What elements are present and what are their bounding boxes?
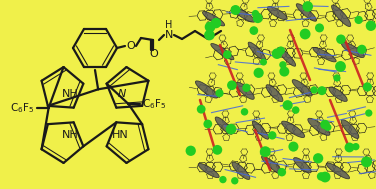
Circle shape	[211, 18, 221, 28]
Circle shape	[279, 61, 287, 68]
Circle shape	[320, 172, 331, 182]
Ellipse shape	[332, 5, 351, 26]
Text: NH: NH	[62, 89, 78, 99]
Ellipse shape	[232, 7, 255, 22]
Text: HN: HN	[112, 130, 128, 140]
Circle shape	[317, 86, 326, 95]
Circle shape	[361, 156, 372, 167]
Circle shape	[320, 120, 330, 129]
Text: $\mathregular{C_6F_5}$: $\mathregular{C_6F_5}$	[143, 97, 167, 111]
Circle shape	[212, 145, 222, 155]
Ellipse shape	[308, 118, 330, 135]
Circle shape	[288, 142, 299, 152]
Circle shape	[282, 100, 293, 110]
Circle shape	[231, 177, 238, 184]
Ellipse shape	[329, 87, 347, 101]
Circle shape	[357, 45, 367, 54]
Circle shape	[260, 146, 271, 157]
Circle shape	[366, 21, 376, 31]
Circle shape	[292, 106, 299, 114]
Circle shape	[268, 131, 276, 139]
Ellipse shape	[252, 121, 269, 139]
Circle shape	[313, 153, 323, 163]
Circle shape	[252, 10, 259, 17]
Text: O: O	[127, 41, 135, 51]
Circle shape	[249, 26, 258, 35]
Ellipse shape	[296, 4, 317, 21]
Text: N: N	[118, 89, 126, 99]
Ellipse shape	[341, 120, 359, 139]
Circle shape	[205, 22, 215, 32]
Ellipse shape	[262, 156, 283, 174]
Circle shape	[277, 46, 285, 55]
Ellipse shape	[326, 163, 350, 179]
Text: $\mathregular{C_6F_5}$: $\mathregular{C_6F_5}$	[10, 101, 35, 115]
Ellipse shape	[277, 48, 296, 66]
Circle shape	[215, 89, 224, 97]
Circle shape	[242, 84, 251, 92]
Circle shape	[302, 1, 313, 12]
Circle shape	[253, 13, 263, 23]
Ellipse shape	[215, 117, 232, 134]
Circle shape	[333, 74, 341, 81]
Circle shape	[311, 86, 318, 94]
Ellipse shape	[313, 47, 336, 62]
Circle shape	[253, 68, 264, 78]
Circle shape	[336, 35, 346, 44]
Circle shape	[204, 30, 215, 40]
Text: H: H	[165, 20, 173, 30]
Circle shape	[365, 109, 372, 117]
Ellipse shape	[211, 43, 234, 60]
Circle shape	[277, 168, 286, 176]
Ellipse shape	[282, 121, 305, 138]
Circle shape	[226, 124, 236, 134]
Ellipse shape	[203, 12, 225, 26]
Circle shape	[272, 48, 282, 59]
Circle shape	[197, 105, 206, 114]
Circle shape	[203, 120, 212, 128]
Circle shape	[230, 5, 241, 15]
Ellipse shape	[294, 158, 311, 173]
Circle shape	[260, 59, 267, 66]
Ellipse shape	[292, 80, 312, 96]
Ellipse shape	[266, 85, 283, 102]
Circle shape	[223, 50, 232, 59]
Ellipse shape	[236, 82, 254, 99]
Text: N: N	[165, 30, 173, 40]
Circle shape	[363, 82, 372, 91]
Circle shape	[352, 143, 359, 150]
Ellipse shape	[198, 163, 219, 178]
Circle shape	[241, 108, 248, 115]
Circle shape	[335, 61, 346, 72]
Circle shape	[227, 80, 237, 90]
Circle shape	[186, 146, 196, 156]
Circle shape	[315, 23, 324, 33]
Circle shape	[317, 172, 325, 181]
Ellipse shape	[232, 162, 250, 180]
Ellipse shape	[267, 7, 287, 20]
Circle shape	[219, 176, 227, 183]
Circle shape	[344, 143, 354, 152]
Text: NH: NH	[62, 130, 78, 140]
Ellipse shape	[248, 42, 265, 60]
Circle shape	[279, 67, 289, 77]
Circle shape	[300, 29, 311, 40]
Text: O: O	[150, 49, 158, 59]
Ellipse shape	[196, 81, 218, 98]
Circle shape	[355, 16, 363, 24]
Circle shape	[324, 124, 331, 131]
Ellipse shape	[341, 42, 364, 57]
